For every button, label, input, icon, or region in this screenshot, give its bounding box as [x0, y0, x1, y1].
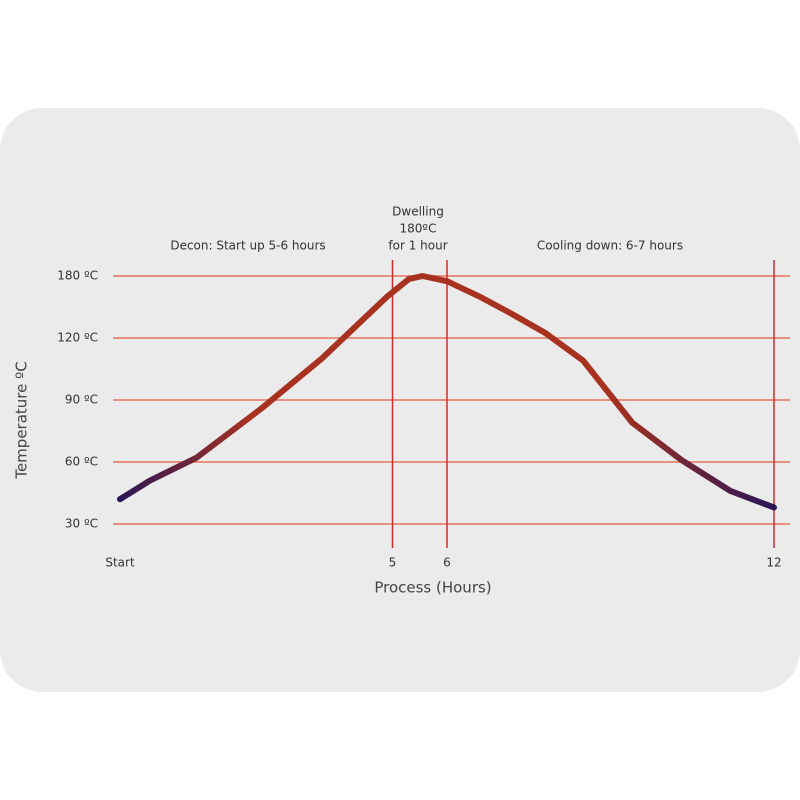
y-tick-label: 60 ºC — [65, 455, 98, 469]
x-tick-label: Start — [105, 556, 135, 570]
x-tick-label: 12 — [766, 556, 781, 570]
annotation: for 1 hour — [388, 239, 447, 253]
y-tick-label: 90 ºC — [65, 393, 98, 407]
annotation: Dwelling — [392, 205, 444, 219]
x-tick-label: 6 — [443, 556, 451, 570]
y-axis-title: Temperature ºC — [13, 361, 31, 479]
annotation: 180ºC — [400, 222, 437, 236]
y-tick-label: 180 ºC — [57, 269, 98, 283]
x-axis-title: Process (Hours) — [374, 579, 491, 597]
temperature-line — [117, 273, 777, 511]
y-tick-label: 30 ºC — [65, 517, 98, 531]
annotation: Decon: Start up 5-6 hours — [170, 239, 325, 253]
x-tick-label: 5 — [389, 556, 397, 570]
y-tick-label: 120 ºC — [57, 331, 98, 345]
annotation: Cooling down: 6-7 hours — [537, 239, 683, 253]
